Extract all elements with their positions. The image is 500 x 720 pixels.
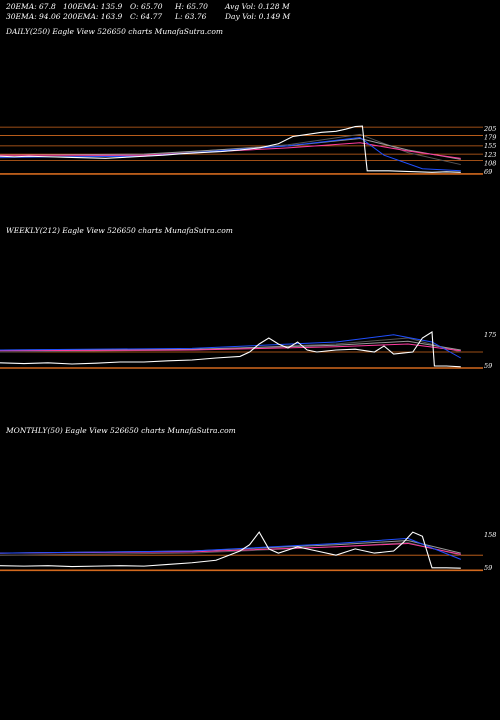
stat-open: O: 65.70: [130, 2, 163, 11]
monthly-chart-title: MONTHLY(50) Eagle View 526650 charts Mun…: [6, 426, 236, 435]
y-tick-label: 175: [484, 331, 496, 339]
y-tick-label: 69: [484, 168, 492, 176]
monthly-chart: 158 59: [0, 530, 500, 572]
weekly-chart-title: WEEKLY(212) Eagle View 526650 charts Mun…: [6, 226, 233, 235]
stat-100ema: 100EMA: 135.9: [63, 2, 122, 11]
stat-30ema: 30EMA: 94.06: [6, 12, 61, 21]
daily-chart-title: DAILY(250) Eagle View 526650 charts Muna…: [6, 27, 223, 36]
y-tick-label: 123: [484, 151, 496, 159]
stat-close: C: 64.77: [130, 12, 162, 21]
y-tick-label: 205: [483, 125, 496, 133]
ema-line: [0, 335, 461, 358]
y-tick-label: 158: [484, 531, 496, 539]
y-tick-label: 179: [484, 134, 496, 142]
y-tick-label: 155: [484, 142, 496, 150]
stat-day-vol: Day Vol: 0.149 M: [225, 12, 290, 21]
y-tick-label: 108: [484, 159, 496, 167]
y-tick-label: 59: [484, 564, 492, 572]
stat-avg-vol: Avg Vol: 0.128 M: [225, 2, 290, 11]
stat-20ema: 20EMA: 67.8: [6, 2, 56, 11]
stat-low: L: 63.76: [175, 12, 206, 21]
stat-200ema: 200EMA: 163.9: [63, 12, 122, 21]
stat-high: H: 65.70: [175, 2, 208, 11]
weekly-chart: 175 59: [0, 330, 500, 370]
y-tick-label: 59: [484, 362, 492, 370]
